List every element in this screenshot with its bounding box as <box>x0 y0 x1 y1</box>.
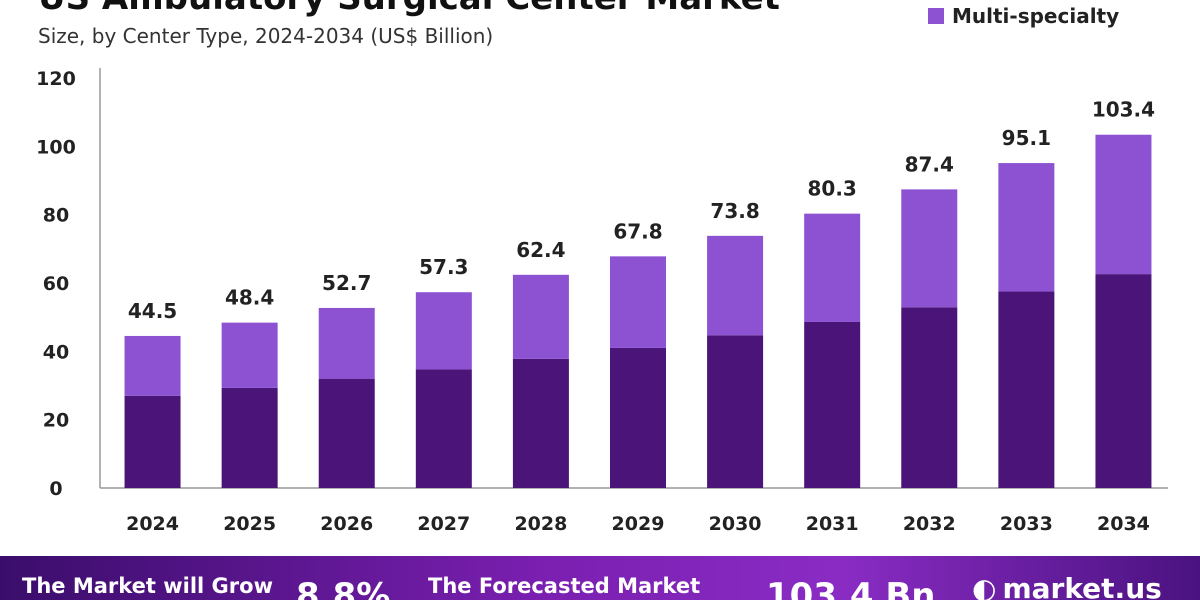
bar-multi-specialty <box>512 274 569 359</box>
bar-multi-specialty <box>221 322 278 388</box>
bar-single-specialty <box>318 379 375 488</box>
y-tick-label: 0 <box>49 478 62 500</box>
y-tick-label: 20 <box>43 410 69 432</box>
x-tick-label: 2025 <box>223 513 276 535</box>
bar-single-specialty <box>804 321 861 488</box>
bar-single-specialty <box>707 335 764 488</box>
bar-total-label: 44.5 <box>128 299 177 323</box>
x-tick-label: 2027 <box>417 513 470 535</box>
x-tick-label: 2029 <box>612 513 665 535</box>
footer-banner: The Market will Grow 8.8% The Forecasted… <box>0 556 1200 600</box>
bar-multi-specialty <box>610 256 666 348</box>
logo-text: market.us <box>1002 572 1162 600</box>
chart-title: US Ambulatory Surgical Center Market <box>38 0 780 18</box>
forecast-text: The Forecasted Market <box>428 574 701 598</box>
forecast-value: 103.4 Bn <box>766 576 936 600</box>
market-us-logo-icon: ◐ <box>972 572 997 600</box>
y-tick-label: 120 <box>36 68 76 90</box>
y-tick-label: 60 <box>43 273 69 295</box>
x-tick-label: 2024 <box>126 513 179 535</box>
bar-multi-specialty <box>804 213 861 322</box>
legend-swatch-multi-specialty <box>928 8 944 24</box>
legend-label-multi-specialty: Multi-specialty <box>952 4 1120 28</box>
bar-total-label: 57.3 <box>419 255 468 279</box>
bar-total-label: 67.8 <box>613 219 662 243</box>
bar-total-label: 73.8 <box>710 199 759 223</box>
bar-multi-specialty <box>998 163 1055 292</box>
bar-multi-specialty <box>415 292 472 370</box>
bar-single-specialty <box>1095 274 1152 488</box>
bar-total-label: 80.3 <box>808 177 857 201</box>
bar-multi-specialty <box>1095 134 1152 275</box>
bar-total-label: 52.7 <box>322 271 371 295</box>
x-tick-label: 2034 <box>1097 513 1150 535</box>
x-tick-label: 2026 <box>320 513 373 535</box>
growth-text: The Market will Grow <box>22 574 273 598</box>
bar-multi-specialty <box>124 335 181 396</box>
bar-single-specialty <box>901 307 958 488</box>
x-tick-label: 2030 <box>709 513 762 535</box>
legend: Multi-specialty <box>928 4 1119 28</box>
bar-total-label: 87.4 <box>905 152 954 176</box>
bar-single-specialty <box>221 387 278 488</box>
bar-total-label: 103.4 <box>1092 98 1155 122</box>
bar-multi-specialty <box>707 235 764 336</box>
bar-single-specialty <box>998 291 1055 488</box>
x-tick-label: 2033 <box>1000 513 1053 535</box>
y-tick-label: 40 <box>43 341 69 363</box>
bar-single-specialty <box>124 395 181 488</box>
bar-single-specialty <box>415 369 472 488</box>
y-tick-label: 100 <box>36 136 76 158</box>
x-tick-label: 2031 <box>806 513 859 535</box>
x-tick-label: 2032 <box>903 513 956 535</box>
chart-subtitle: Size, by Center Type, 2024-2034 (US$ Bil… <box>38 24 494 48</box>
bar-single-specialty <box>610 347 666 488</box>
bar-total-label: 48.4 <box>225 286 274 310</box>
bar-multi-specialty <box>901 189 958 308</box>
stacked-bar-chart: 0 20 40 60 80 100 120 44.5 2024 48.4 2025 52.7 2026 5… <box>36 68 1168 535</box>
bar-total-label: 95.1 <box>1002 126 1051 150</box>
y-tick-label: 80 <box>43 205 69 227</box>
bar-total-label: 62.4 <box>516 238 565 262</box>
growth-value: 8.8% <box>296 576 391 600</box>
x-tick-label: 2028 <box>514 513 567 535</box>
bar-multi-specialty <box>318 307 375 380</box>
bar-single-specialty <box>512 358 569 488</box>
market-us-logo[interactable]: ◐ market.us <box>972 572 1162 600</box>
